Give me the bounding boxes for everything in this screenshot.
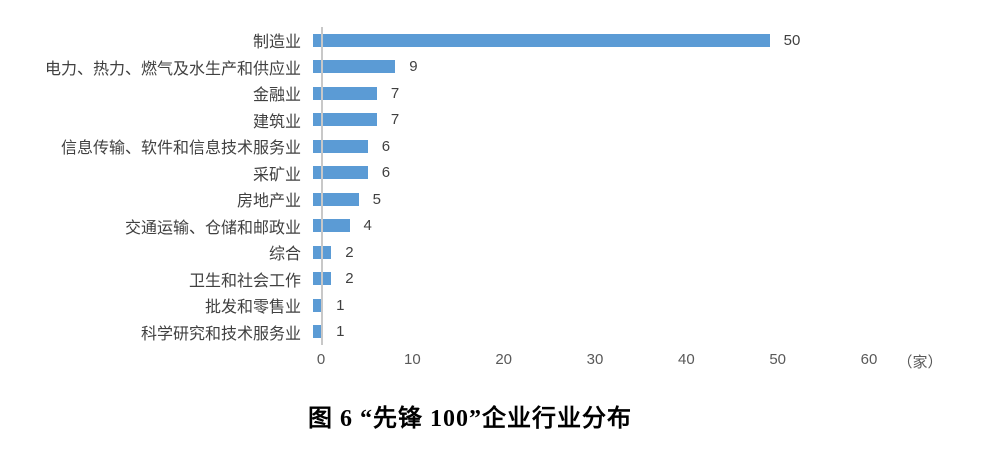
bar (313, 139, 368, 153)
bar-area: 2 (311, 239, 988, 266)
chart-title: 图 6 “先锋 100”企业行业分布 (308, 406, 632, 432)
bar (313, 60, 396, 74)
category-label: 采矿业 (252, 166, 301, 184)
bar-area: 6 (311, 160, 988, 187)
bar-area: 1 (311, 292, 988, 319)
x-tick-label: 10 (403, 351, 421, 368)
chart-row: 制造业 50 (0, 27, 988, 54)
value-label: 1 (336, 323, 345, 341)
value-label: 6 (381, 164, 391, 182)
bar (313, 113, 377, 127)
chart-row: 综合 2 (0, 239, 988, 266)
x-tick-label: 30 (586, 351, 604, 368)
chart-row: 采矿业 6 (0, 160, 988, 187)
value-label: 1 (336, 296, 345, 314)
x-tick-label: 40 (677, 351, 695, 368)
y-axis-line (321, 27, 323, 345)
bar-area: 2 (311, 266, 988, 293)
chart-row: 信息传输、软件和信息技术服务业 6 (0, 133, 988, 160)
chart-row: 科学研究和技术服务业 1 (0, 319, 988, 346)
value-label: 4 (363, 217, 372, 235)
value-label: 2 (345, 243, 354, 261)
bar-area: 1 (311, 319, 988, 346)
value-label: 7 (390, 111, 400, 129)
bar (313, 192, 359, 206)
chart-rows: 制造业 50 电力、热力、燃气及水生产和供应业 9 金融业 7 建筑业 7 信息传输、软件和信息… (0, 27, 988, 345)
chart-row: 批发和零售业 1 (0, 292, 988, 319)
x-axis-unit-label: （家） (897, 355, 943, 371)
bar (313, 219, 350, 233)
x-tick-label: 0 (316, 351, 326, 368)
bar-area: 4 (311, 213, 988, 240)
value-label: 7 (390, 84, 400, 102)
x-tick-label: 20 (495, 351, 512, 368)
value-label: 6 (381, 137, 391, 155)
value-label: 5 (372, 190, 381, 208)
chart-row: 卫生和社会工作 2 (0, 266, 988, 293)
category-label: 科学研究和技术服务业 (140, 325, 301, 343)
category-label: 卫生和社会工作 (188, 272, 301, 290)
category-label: 房地产业 (236, 193, 301, 211)
bar (313, 325, 323, 339)
bar-area: 5 (311, 186, 988, 213)
category-label: 综合 (268, 246, 301, 264)
category-label: 批发和零售业 (204, 299, 301, 317)
bar-area: 9 (311, 54, 988, 81)
category-label: 交通运输、仓储和邮政业 (124, 219, 301, 237)
chart-row: 建筑业 7 (0, 107, 988, 134)
chart-row: 房地产业 5 (0, 186, 988, 213)
bar (313, 298, 323, 312)
bar (313, 86, 377, 100)
x-axis: （家） 0 10 20 30 40 50 60 (317, 351, 981, 373)
category-label: 建筑业 (252, 113, 301, 131)
bar-area: 7 (311, 80, 988, 107)
chart-row: 电力、热力、燃气及水生产和供应业 9 (0, 54, 988, 81)
category-label: 制造业 (252, 34, 301, 52)
category-label: 金融业 (252, 87, 301, 105)
x-tick-label: 60 (860, 351, 878, 368)
bar-area: 50 (311, 27, 988, 54)
chart-row: 金融业 7 (0, 80, 988, 107)
value-label: 9 (409, 58, 418, 76)
bar-area: 6 (311, 133, 988, 160)
chart-row: 交通运输、仓储和邮政业 4 (0, 213, 988, 240)
bar (313, 33, 770, 47)
category-label: 信息传输、软件和信息技术服务业 (60, 140, 301, 158)
value-label: 50 (783, 31, 801, 49)
bar (313, 166, 368, 180)
value-label: 2 (345, 270, 354, 288)
category-label: 电力、热力、燃气及水生产和供应业 (44, 60, 301, 78)
bar-area: 7 (311, 107, 988, 134)
x-tick-label: 50 (769, 351, 786, 368)
